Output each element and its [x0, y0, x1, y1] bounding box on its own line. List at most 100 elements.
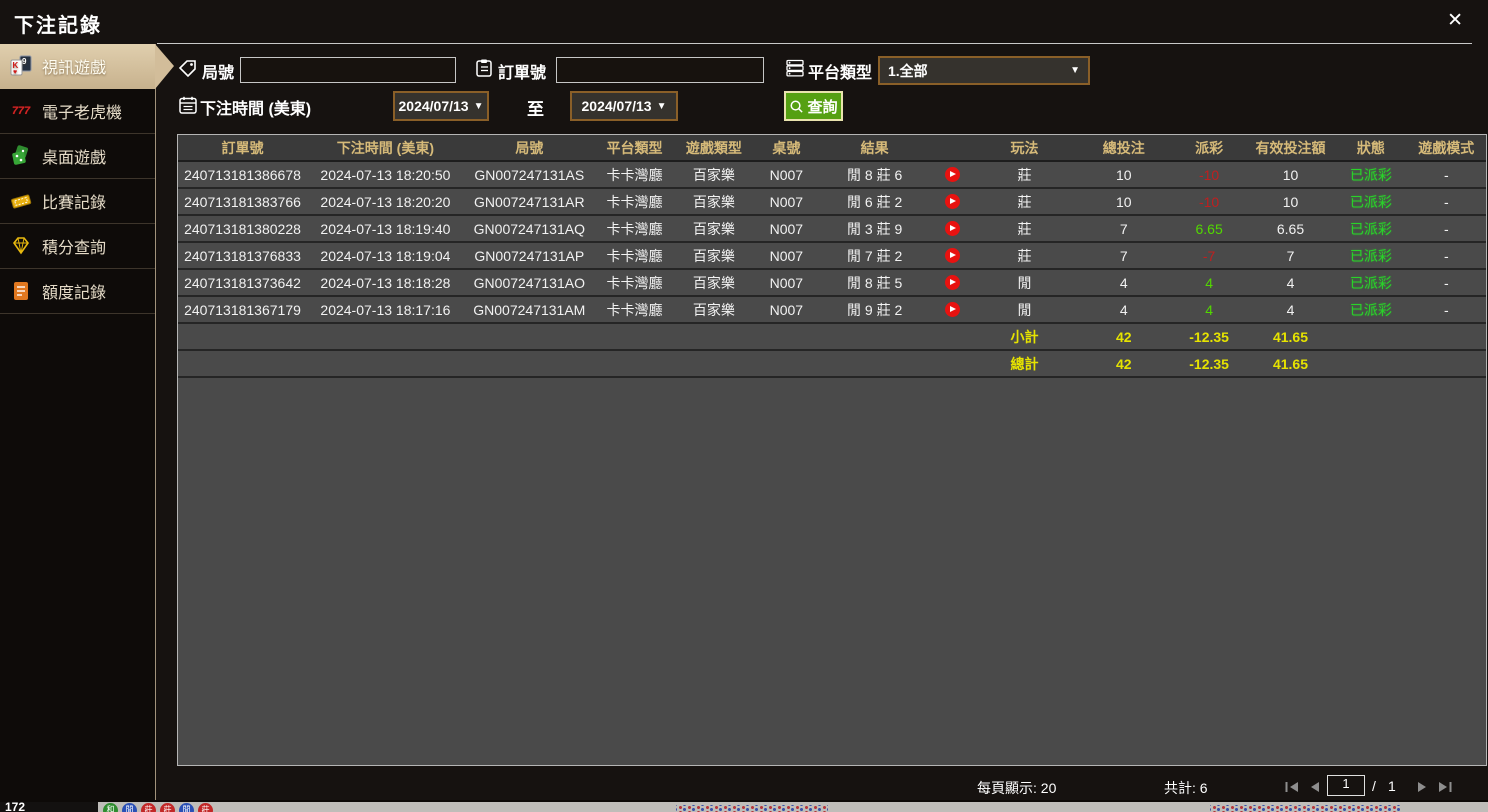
col-header-total-bet: 總投注: [1102, 139, 1145, 156]
play-replay-icon[interactable]: [944, 194, 960, 209]
sidebar-label-video-games: 視訊遊戲: [42, 60, 107, 77]
status-badge: 已派彩: [1349, 301, 1392, 318]
table-row: 240713181376833 2024-07-13 18:19:04 GN00…: [178, 243, 1486, 270]
total-count-label: 共計: 6: [1164, 780, 1208, 796]
bet-method: 莊: [1017, 247, 1032, 264]
table-row: 240713181380228 2024-07-13 18:19:40 GN00…: [178, 216, 1486, 243]
col-header-bet-method: 玩法: [1010, 139, 1039, 156]
platform: 卡卡灣廳: [606, 274, 663, 291]
total-bet: 4: [1119, 274, 1128, 291]
col-header-table-no: 桌號: [772, 139, 801, 156]
sidebar-item-table-games[interactable]: 桌面遊戲: [0, 134, 155, 179]
game-type: 百家樂: [692, 301, 735, 318]
close-icon[interactable]: ✕: [1447, 10, 1463, 31]
sidebar-item-credit-records[interactable]: 額度記錄: [0, 269, 155, 314]
date-to-select[interactable]: 2024/07/13 ▼: [570, 91, 678, 121]
sidebar-item-slots[interactable]: 777 電子老虎機: [0, 89, 155, 134]
platform: 卡卡灣廳: [606, 220, 663, 237]
date-from-select[interactable]: 2024/07/13 ▼: [393, 91, 489, 121]
bet-time-label: 下注時間 (美東): [200, 101, 312, 118]
play-replay-icon[interactable]: [944, 302, 960, 317]
date-to-value: 2024/07/13: [581, 98, 652, 114]
game-type: 百家樂: [692, 247, 735, 264]
last-page-icon[interactable]: [1438, 781, 1452, 793]
sidebar-label-credit-records: 額度記錄: [42, 285, 107, 302]
payout: 6.65: [1195, 220, 1223, 237]
platform: 卡卡灣廳: [606, 247, 663, 264]
subtotal-payout: -12.35: [1189, 328, 1229, 345]
page-number-input[interactable]: 1: [1327, 775, 1365, 796]
query-button[interactable]: 查詢: [784, 91, 843, 121]
sidebar-item-video-games[interactable]: 9 K ♥ 視訊遊戲: [0, 44, 174, 89]
sidebar-label-points-query: 積分查詢: [42, 240, 107, 257]
roadmap-dots: [1210, 805, 1402, 812]
payout: -7: [1202, 247, 1216, 264]
platform-type-select[interactable]: 1.全部 ▼: [878, 56, 1090, 85]
col-header-result: 結果: [860, 139, 889, 156]
col-header-status: 狀態: [1356, 139, 1385, 156]
payout: -10: [1198, 166, 1220, 183]
play-replay-icon[interactable]: [944, 167, 960, 182]
grand-total-row: 總計 42 -12.35 41.65: [178, 351, 1486, 378]
replay-cell: [930, 297, 974, 322]
svg-text:9: 9: [22, 57, 27, 66]
platform-type-value: 1.全部: [888, 62, 928, 79]
play-replay-icon[interactable]: [944, 248, 960, 263]
col-header-order-no: 訂單號: [221, 139, 264, 156]
svg-text:♥: ♥: [13, 69, 17, 76]
game-mode: -: [1443, 274, 1449, 291]
game-mode: -: [1443, 166, 1449, 183]
prev-page-icon[interactable]: [1307, 781, 1321, 793]
status-badge: 已派彩: [1349, 220, 1392, 237]
payout: -10: [1198, 193, 1220, 210]
status-badge: 已派彩: [1349, 193, 1392, 210]
grand-total-valid-bet: 41.65: [1272, 355, 1308, 372]
table-no: N007: [769, 220, 804, 237]
roadmap-bead-banker: 莊: [198, 803, 213, 812]
result: 閒 3 莊 9: [847, 220, 903, 237]
roadmap-bead-banker: 莊: [160, 803, 175, 812]
table-row: 240713181386678 2024-07-13 18:20:50 GN00…: [178, 162, 1486, 189]
bet-time: 2024-07-13 18:20:50: [320, 166, 451, 183]
grand-total-total-bet: 42: [1115, 355, 1132, 372]
round-no: GN007247131AM: [473, 301, 586, 318]
order-no: 240713181373642: [184, 274, 301, 291]
table-no: N007: [769, 247, 804, 264]
first-page-icon[interactable]: [1285, 781, 1299, 793]
replay-cell: [930, 216, 974, 241]
table-row: 240713181383766 2024-07-13 18:20:20 GN00…: [178, 189, 1486, 216]
titlebar: 下注記錄 ✕: [0, 0, 1488, 44]
sidebar-item-points-query[interactable]: 積分查詢: [0, 224, 155, 269]
game-mode: -: [1443, 301, 1449, 318]
order-no: 240713181386678: [184, 166, 301, 183]
sidebar-label-table-games: 桌面遊戲: [42, 150, 107, 167]
col-header-payout: 派彩: [1195, 139, 1224, 156]
bet-time: 2024-07-13 18:19:40: [320, 220, 451, 237]
table-no: N007: [769, 301, 804, 318]
round-no-input[interactable]: [240, 57, 456, 83]
play-replay-icon[interactable]: [944, 275, 960, 290]
payout: 4: [1205, 301, 1213, 318]
result: 閒 8 莊 6: [847, 166, 903, 183]
game-type: 百家樂: [692, 274, 735, 291]
next-page-icon[interactable]: [1416, 781, 1430, 793]
valid-bet: 4: [1286, 274, 1295, 291]
table-no: N007: [769, 274, 804, 291]
total-bet: 4: [1119, 301, 1128, 318]
platform-stack-icon: [786, 59, 804, 77]
sidebar-item-match-records[interactable]: 比賽記錄: [0, 179, 155, 224]
chevron-down-icon: ▼: [656, 100, 667, 112]
page-title: 下注記錄: [14, 15, 102, 37]
result: 閒 9 莊 2: [847, 301, 903, 318]
replay-cell: [930, 162, 974, 187]
order-no: 240713181367179: [184, 301, 301, 318]
valid-bet: 6.65: [1276, 220, 1305, 237]
play-replay-icon[interactable]: [944, 221, 960, 236]
order-no-input[interactable]: [556, 57, 764, 83]
table-header-row: 訂單號 下注時間 (美東) 局號 平台類型 遊戲類型 桌號 結果 玩法 總投注 …: [178, 135, 1486, 162]
document-icon: [9, 279, 33, 303]
round-no: GN007247131AP: [474, 247, 585, 264]
subtotal-valid-bet: 41.65: [1272, 328, 1308, 345]
status-badge: 已派彩: [1349, 247, 1392, 264]
